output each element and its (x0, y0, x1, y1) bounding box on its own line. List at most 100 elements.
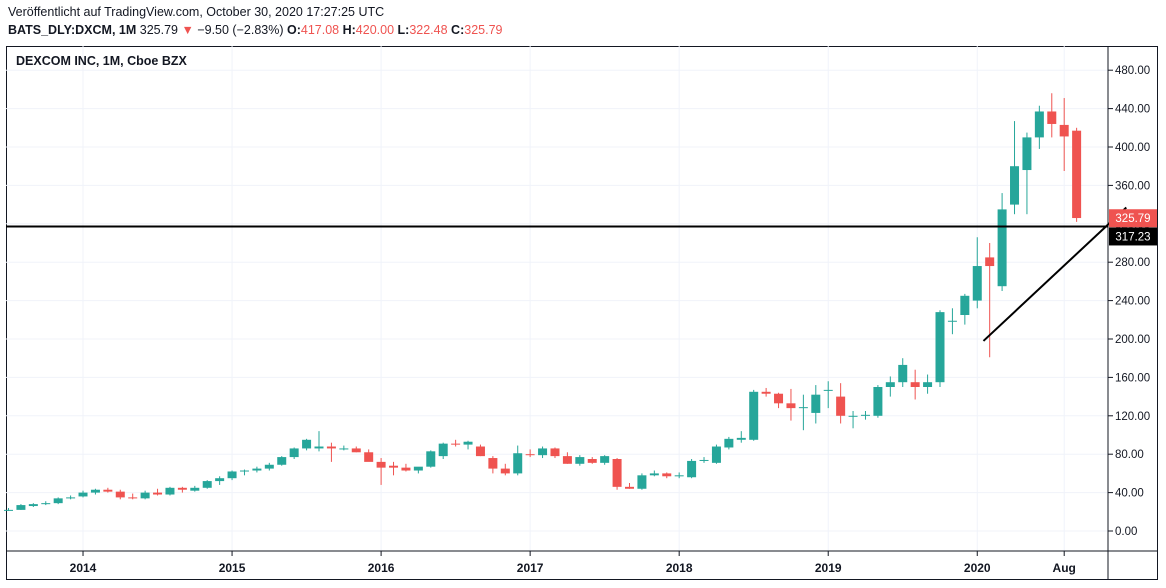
candle[interactable] (774, 392, 784, 409)
candle[interactable] (699, 457, 709, 463)
candle[interactable] (798, 394, 808, 431)
candle[interactable] (1022, 132, 1032, 215)
candle[interactable] (823, 381, 833, 409)
candle-body (115, 491, 125, 498)
candle[interactable] (562, 452, 572, 464)
candle[interactable] (302, 438, 312, 451)
candle[interactable] (451, 439, 461, 447)
candle[interactable] (600, 455, 610, 465)
candle[interactable] (674, 472, 684, 479)
candle[interactable] (525, 449, 535, 458)
candle[interactable] (786, 388, 796, 421)
candle[interactable] (947, 308, 957, 335)
candle[interactable] (749, 389, 759, 441)
candle[interactable] (500, 463, 510, 476)
candle[interactable] (401, 463, 411, 472)
candle[interactable] (736, 431, 746, 443)
y-tick-label: 280.00 (1115, 257, 1150, 269)
candle[interactable] (960, 293, 970, 325)
candle[interactable] (836, 383, 846, 424)
candle[interactable] (90, 488, 100, 495)
candle[interactable] (190, 485, 200, 492)
candle[interactable] (985, 243, 995, 358)
candle[interactable] (550, 447, 560, 459)
candle[interactable] (389, 461, 399, 476)
candle[interactable] (264, 462, 274, 471)
candle[interactable] (239, 469, 249, 476)
trend-line[interactable] (982, 206, 1127, 342)
candle[interactable] (475, 444, 485, 457)
candle[interactable] (227, 470, 237, 481)
candle[interactable] (1059, 98, 1069, 171)
candle[interactable] (575, 455, 585, 466)
candle[interactable] (612, 458, 622, 490)
candle[interactable] (997, 193, 1007, 291)
candle[interactable] (463, 440, 473, 450)
candle[interactable] (587, 457, 597, 464)
candle[interactable] (115, 489, 125, 500)
candle[interactable] (1072, 127, 1082, 222)
candle[interactable] (202, 480, 212, 489)
candle[interactable] (103, 487, 113, 493)
candle[interactable] (53, 497, 63, 505)
candle[interactable] (1047, 93, 1057, 138)
candle-body (1047, 111, 1057, 124)
candle-body (475, 446, 485, 457)
candle-body (16, 505, 26, 510)
candle[interactable] (426, 450, 436, 468)
candle[interactable] (165, 486, 175, 496)
candle[interactable] (625, 483, 634, 489)
candle[interactable] (649, 470, 659, 477)
candle[interactable] (860, 411, 870, 420)
candle[interactable] (848, 411, 858, 429)
candle[interactable] (339, 445, 349, 451)
candle[interactable] (724, 436, 734, 450)
candle[interactable] (438, 442, 448, 459)
candle[interactable] (687, 459, 697, 479)
candle[interactable] (662, 472, 672, 479)
y-tick-label: 400.00 (1115, 142, 1150, 154)
candle[interactable] (41, 501, 51, 506)
candle[interactable] (711, 444, 721, 464)
candle[interactable] (761, 387, 771, 397)
candle[interactable] (811, 385, 821, 424)
change-text: −9.50 (−2.83%) (197, 23, 284, 37)
candle[interactable] (637, 473, 647, 490)
candle[interactable] (1010, 121, 1020, 215)
candle-body (451, 443, 461, 445)
candle[interactable] (935, 310, 945, 387)
candle[interactable] (413, 466, 423, 474)
candle[interactable] (177, 486, 187, 493)
candle[interactable] (78, 490, 88, 498)
candle[interactable] (277, 456, 287, 466)
candle[interactable] (66, 495, 76, 500)
candle[interactable] (972, 237, 982, 309)
candle[interactable] (128, 493, 138, 500)
candle[interactable] (289, 447, 299, 459)
candle[interactable] (140, 490, 150, 500)
candle[interactable] (898, 358, 908, 387)
candle[interactable] (513, 445, 523, 476)
candle[interactable] (376, 458, 386, 485)
candle[interactable] (28, 503, 38, 507)
candle-body (1072, 130, 1082, 219)
candle[interactable] (153, 488, 163, 496)
candle[interactable] (873, 385, 883, 418)
candle-body (649, 473, 659, 476)
candle[interactable] (16, 504, 26, 510)
candle[interactable] (215, 476, 225, 485)
candle[interactable] (252, 466, 262, 473)
candle[interactable] (923, 374, 933, 394)
candle[interactable] (326, 442, 336, 462)
open-label: O: (286, 23, 301, 37)
candle[interactable] (910, 369, 920, 400)
candle[interactable] (314, 431, 324, 452)
candle[interactable] (4, 507, 13, 511)
candle[interactable] (1034, 105, 1044, 149)
candle[interactable] (488, 456, 498, 474)
candle[interactable] (885, 376, 895, 397)
candle[interactable] (364, 449, 374, 462)
candle[interactable] (351, 446, 361, 453)
candle[interactable] (538, 446, 548, 459)
